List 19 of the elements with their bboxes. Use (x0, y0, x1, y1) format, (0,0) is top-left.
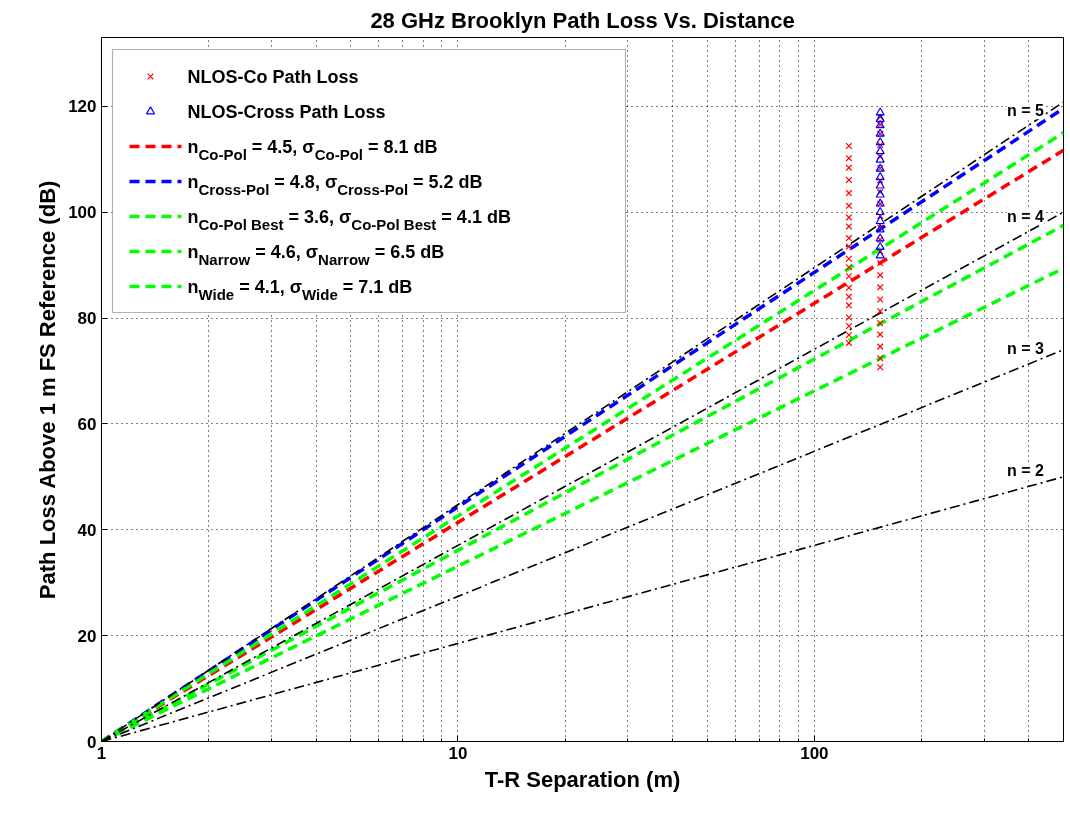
annotation: n = 4 (1007, 208, 1045, 226)
annotation: n = 5 (1007, 102, 1045, 120)
x-tick-label: 1 (96, 743, 107, 763)
x-tick-label: 100 (800, 743, 829, 763)
y-tick-label: 120 (68, 97, 97, 117)
x-tick-label: 10 (448, 743, 468, 763)
annotation: n = 3 (1007, 340, 1045, 358)
legend-label: NLOS-Co Path Loss (187, 66, 359, 87)
chart-title: 28 GHz Brooklyn Path Loss Vs. Distance (370, 7, 795, 33)
x-axis-title: T-R Separation (m) (484, 766, 681, 792)
y-tick-label: 60 (77, 414, 97, 434)
annotation: n = 2 (1007, 462, 1045, 480)
legend-label: NLOS-Cross Path Loss (187, 101, 386, 122)
y-tick-label: 40 (77, 520, 97, 540)
y-axis-title: Path Loss Above 1 m FS Reference (dB) (35, 180, 61, 600)
y-tick-label: 80 (77, 309, 97, 329)
y-tick-label: 20 (77, 626, 97, 646)
y-tick-label: 0 (87, 732, 97, 752)
y-tick-label: 100 (68, 203, 97, 223)
